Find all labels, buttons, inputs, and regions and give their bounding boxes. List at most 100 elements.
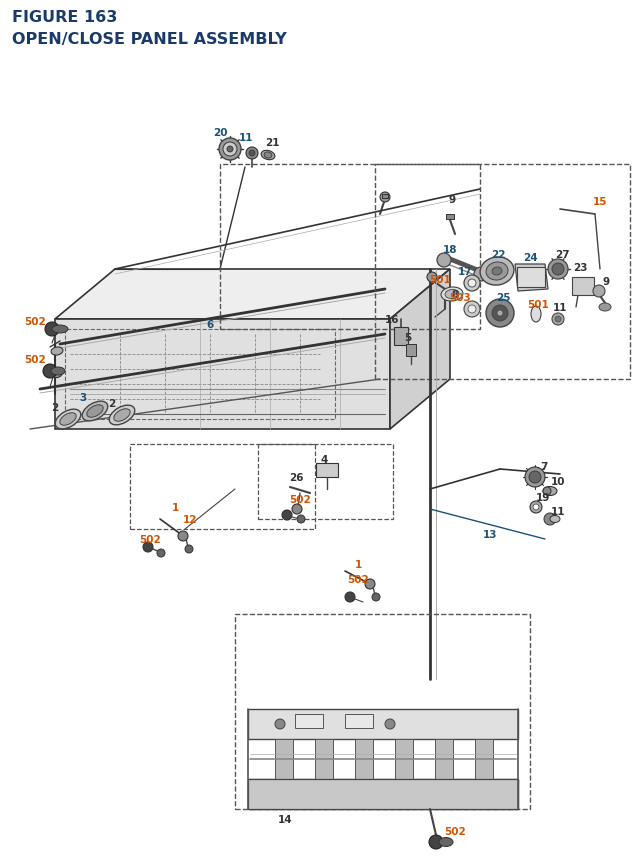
Ellipse shape — [51, 368, 65, 375]
Text: 15: 15 — [593, 197, 607, 207]
Text: 27: 27 — [555, 250, 570, 260]
Circle shape — [292, 505, 302, 514]
Circle shape — [464, 301, 480, 318]
Circle shape — [464, 276, 480, 292]
Bar — [345, 714, 373, 728]
Bar — [235, 614, 530, 809]
Text: 18: 18 — [443, 245, 457, 255]
Circle shape — [544, 513, 556, 525]
Text: 502: 502 — [24, 317, 46, 326]
Bar — [65, 330, 335, 419]
Polygon shape — [475, 739, 493, 779]
Circle shape — [468, 306, 476, 313]
Circle shape — [533, 505, 539, 511]
Text: 24: 24 — [523, 253, 538, 263]
Circle shape — [492, 306, 508, 322]
Text: 11: 11 — [551, 506, 565, 517]
Text: 1: 1 — [172, 503, 179, 512]
Circle shape — [525, 468, 545, 487]
Ellipse shape — [109, 406, 135, 425]
Polygon shape — [315, 739, 333, 779]
Circle shape — [297, 516, 305, 523]
Text: 3: 3 — [79, 393, 86, 403]
Polygon shape — [395, 739, 413, 779]
Polygon shape — [248, 709, 518, 739]
Text: 5: 5 — [404, 332, 412, 343]
Ellipse shape — [550, 516, 560, 523]
Ellipse shape — [52, 371, 62, 378]
Circle shape — [427, 273, 437, 282]
Text: 501: 501 — [429, 275, 451, 285]
Text: 10: 10 — [551, 476, 565, 486]
Circle shape — [365, 579, 375, 589]
Text: 13: 13 — [483, 530, 497, 539]
Text: 6: 6 — [206, 319, 214, 330]
Circle shape — [385, 719, 395, 729]
Ellipse shape — [264, 152, 272, 159]
Text: 9: 9 — [449, 195, 456, 205]
Text: 8: 8 — [451, 289, 459, 300]
Text: 2: 2 — [108, 399, 116, 408]
Ellipse shape — [55, 410, 81, 430]
Circle shape — [185, 545, 193, 554]
Bar — [316, 463, 338, 478]
Circle shape — [246, 148, 258, 160]
Bar — [220, 164, 480, 330]
Ellipse shape — [82, 402, 108, 421]
Ellipse shape — [60, 413, 76, 425]
Circle shape — [380, 193, 390, 202]
Bar — [258, 444, 393, 519]
Text: OPEN/CLOSE PANEL ASSEMBLY: OPEN/CLOSE PANEL ASSEMBLY — [12, 32, 287, 47]
Circle shape — [372, 593, 380, 601]
Text: 2: 2 — [51, 403, 59, 412]
Polygon shape — [435, 739, 453, 779]
Circle shape — [468, 280, 476, 288]
Circle shape — [178, 531, 188, 542]
Polygon shape — [515, 264, 548, 292]
Ellipse shape — [543, 487, 557, 496]
Circle shape — [275, 719, 285, 729]
Circle shape — [219, 139, 241, 161]
Circle shape — [543, 487, 551, 495]
Text: 23: 23 — [573, 263, 588, 273]
Ellipse shape — [486, 263, 508, 281]
Ellipse shape — [261, 152, 275, 160]
Circle shape — [474, 268, 488, 282]
Circle shape — [529, 472, 541, 483]
Polygon shape — [248, 779, 518, 809]
Text: 502: 502 — [347, 574, 369, 585]
Circle shape — [548, 260, 568, 280]
Circle shape — [552, 313, 564, 325]
Circle shape — [249, 151, 255, 157]
Text: 11: 11 — [553, 303, 567, 313]
Text: 502: 502 — [289, 494, 311, 505]
Text: 502: 502 — [24, 355, 46, 364]
Bar — [446, 214, 454, 220]
Text: 501: 501 — [527, 300, 549, 310]
Polygon shape — [390, 269, 450, 430]
Circle shape — [43, 364, 57, 379]
Circle shape — [486, 300, 514, 328]
Circle shape — [429, 835, 443, 849]
Ellipse shape — [87, 406, 103, 418]
Ellipse shape — [439, 838, 453, 846]
Polygon shape — [55, 319, 390, 430]
Polygon shape — [55, 269, 450, 319]
Ellipse shape — [492, 268, 502, 276]
Circle shape — [555, 317, 561, 323]
Text: 21: 21 — [265, 138, 279, 148]
Ellipse shape — [531, 307, 541, 323]
Text: 502: 502 — [139, 535, 161, 544]
Text: 19: 19 — [536, 492, 550, 503]
Text: 17: 17 — [458, 267, 472, 276]
Circle shape — [223, 143, 237, 157]
Circle shape — [593, 286, 605, 298]
Bar — [572, 278, 594, 295]
Text: 502: 502 — [444, 826, 466, 836]
Text: 22: 22 — [491, 250, 505, 260]
Bar — [382, 195, 388, 199]
Text: 20: 20 — [212, 127, 227, 138]
Circle shape — [345, 592, 355, 603]
Text: 9: 9 — [602, 276, 609, 287]
Circle shape — [437, 254, 451, 268]
